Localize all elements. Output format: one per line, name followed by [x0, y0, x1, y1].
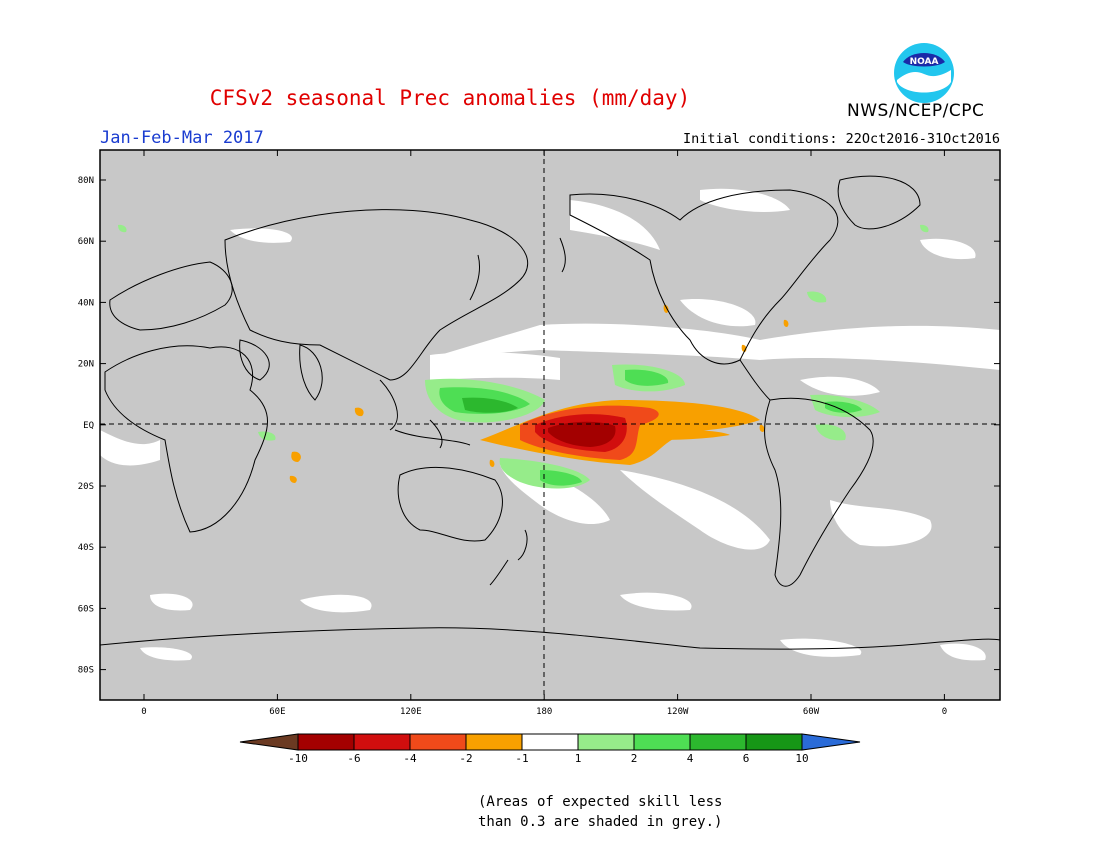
colorbar-label: -1 — [515, 752, 528, 765]
colorbar-label: 4 — [687, 752, 694, 765]
colorbar-bin — [465, 733, 523, 751]
skill-note: (Areas of expected skill less than 0.3 a… — [478, 792, 722, 832]
longitude-labels: 0 60E 120E 180 120W 60W 0 — [141, 707, 947, 717]
lat-label: 80N — [78, 176, 94, 186]
skillful-white-areas — [100, 188, 1000, 661]
colorbar-label: -6 — [347, 752, 360, 765]
lat-label: 20S — [78, 482, 94, 492]
colorbar-bin — [521, 733, 579, 751]
colorbar-bin — [409, 733, 467, 751]
agency-label: NWS/NCEP/CPC — [847, 101, 985, 121]
lat-label: 60S — [78, 604, 94, 614]
colorbar-label: -4 — [403, 752, 417, 765]
colorbar-label: -2 — [459, 752, 472, 765]
colorbar: -10 -6 -4 -2 -1 1 2 4 6 10 — [239, 733, 861, 765]
colorbar-bin — [353, 733, 411, 751]
lon-label: 0 — [141, 707, 146, 717]
colorbar-label: 2 — [631, 752, 638, 765]
colorbar-bin — [689, 733, 747, 751]
latitude-labels: 80N 60N 40N 20N EQ 20S 40S 60S 80S — [78, 176, 94, 676]
lon-label: 120E — [400, 707, 422, 717]
dry-anomalies — [289, 304, 789, 483]
lat-label: 60N — [78, 237, 94, 247]
lat-label: 20N — [78, 360, 94, 370]
lat-label: 80S — [78, 666, 94, 676]
noaa-logo-icon: NOAA — [894, 43, 954, 103]
forecast-period: Jan-Feb-Mar 2017 — [100, 128, 264, 148]
colorbar-bin — [297, 733, 355, 751]
coastlines — [99, 175, 1001, 650]
lon-label: 120W — [667, 707, 689, 717]
lat-label: 40N — [78, 298, 94, 308]
colorbar-high-triangle — [801, 733, 861, 751]
lat-label: EQ — [83, 421, 94, 431]
lon-label: 180 — [536, 707, 552, 717]
lon-label: 60W — [803, 707, 820, 717]
colorbar-bin — [745, 733, 803, 751]
skill-note-line1: (Areas of expected skill less — [478, 794, 723, 810]
colorbar-bin — [577, 733, 635, 751]
skill-note-line2: than 0.3 are shaded in grey.) — [478, 814, 723, 830]
colorbar-low-triangle — [239, 733, 299, 751]
logo-text: NOAA — [910, 57, 939, 67]
colorbar-label: 10 — [795, 752, 808, 765]
initial-conditions: Initial conditions: 22Oct2016-31Oct2016 — [683, 131, 1000, 147]
lon-label: 0 — [942, 707, 947, 717]
lat-label: 40S — [78, 543, 94, 553]
colorbar-label: -10 — [288, 752, 308, 765]
colorbar-bin — [633, 733, 691, 751]
map-title: CFSv2 seasonal Prec anomalies (mm/day) — [209, 86, 691, 110]
colorbar-label: 6 — [743, 752, 750, 765]
colorbar-label: 1 — [575, 752, 582, 765]
axis-ticks — [100, 150, 1000, 700]
wet-anomalies — [118, 224, 929, 489]
lon-label: 60E — [269, 707, 285, 717]
